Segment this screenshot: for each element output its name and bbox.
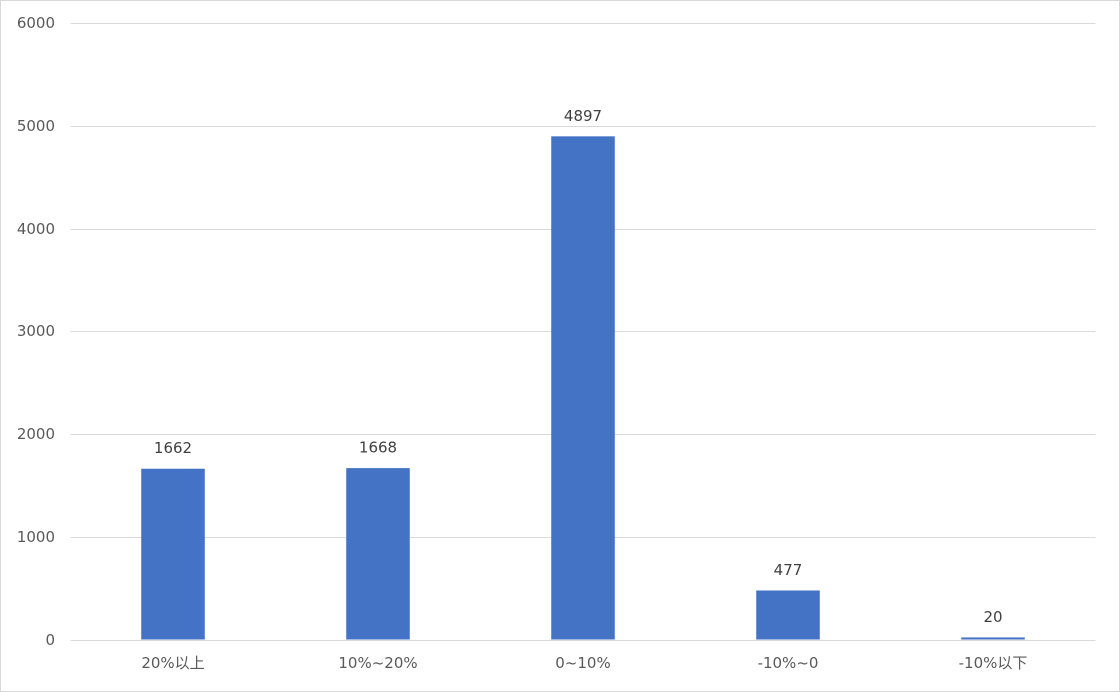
bar	[141, 468, 205, 640]
y-tick-label: 6000	[17, 14, 55, 32]
value-label: 4897	[564, 107, 602, 125]
bar	[961, 637, 1025, 640]
y-tick-label: 2000	[17, 425, 55, 443]
value-label: 477	[774, 561, 803, 579]
y-tick-label: 5000	[17, 117, 55, 135]
value-label: 20	[983, 608, 1002, 626]
value-label: 1662	[154, 439, 192, 457]
value-label: 1668	[359, 439, 397, 457]
x-tick-label: 10%~20%	[338, 654, 417, 672]
y-tick-label: 0	[45, 631, 55, 649]
bar	[346, 468, 410, 640]
bar	[756, 590, 820, 640]
y-tick-label: 3000	[17, 322, 55, 340]
x-tick-label: 0~10%	[555, 654, 610, 672]
bar	[551, 136, 615, 640]
y-tick-label: 1000	[17, 528, 55, 546]
x-tick-label: -10%~0	[758, 654, 819, 672]
x-tick-label: -10%以下	[959, 654, 1028, 672]
x-tick-label: 20%以上	[141, 654, 204, 672]
y-tick-label: 4000	[17, 220, 55, 238]
